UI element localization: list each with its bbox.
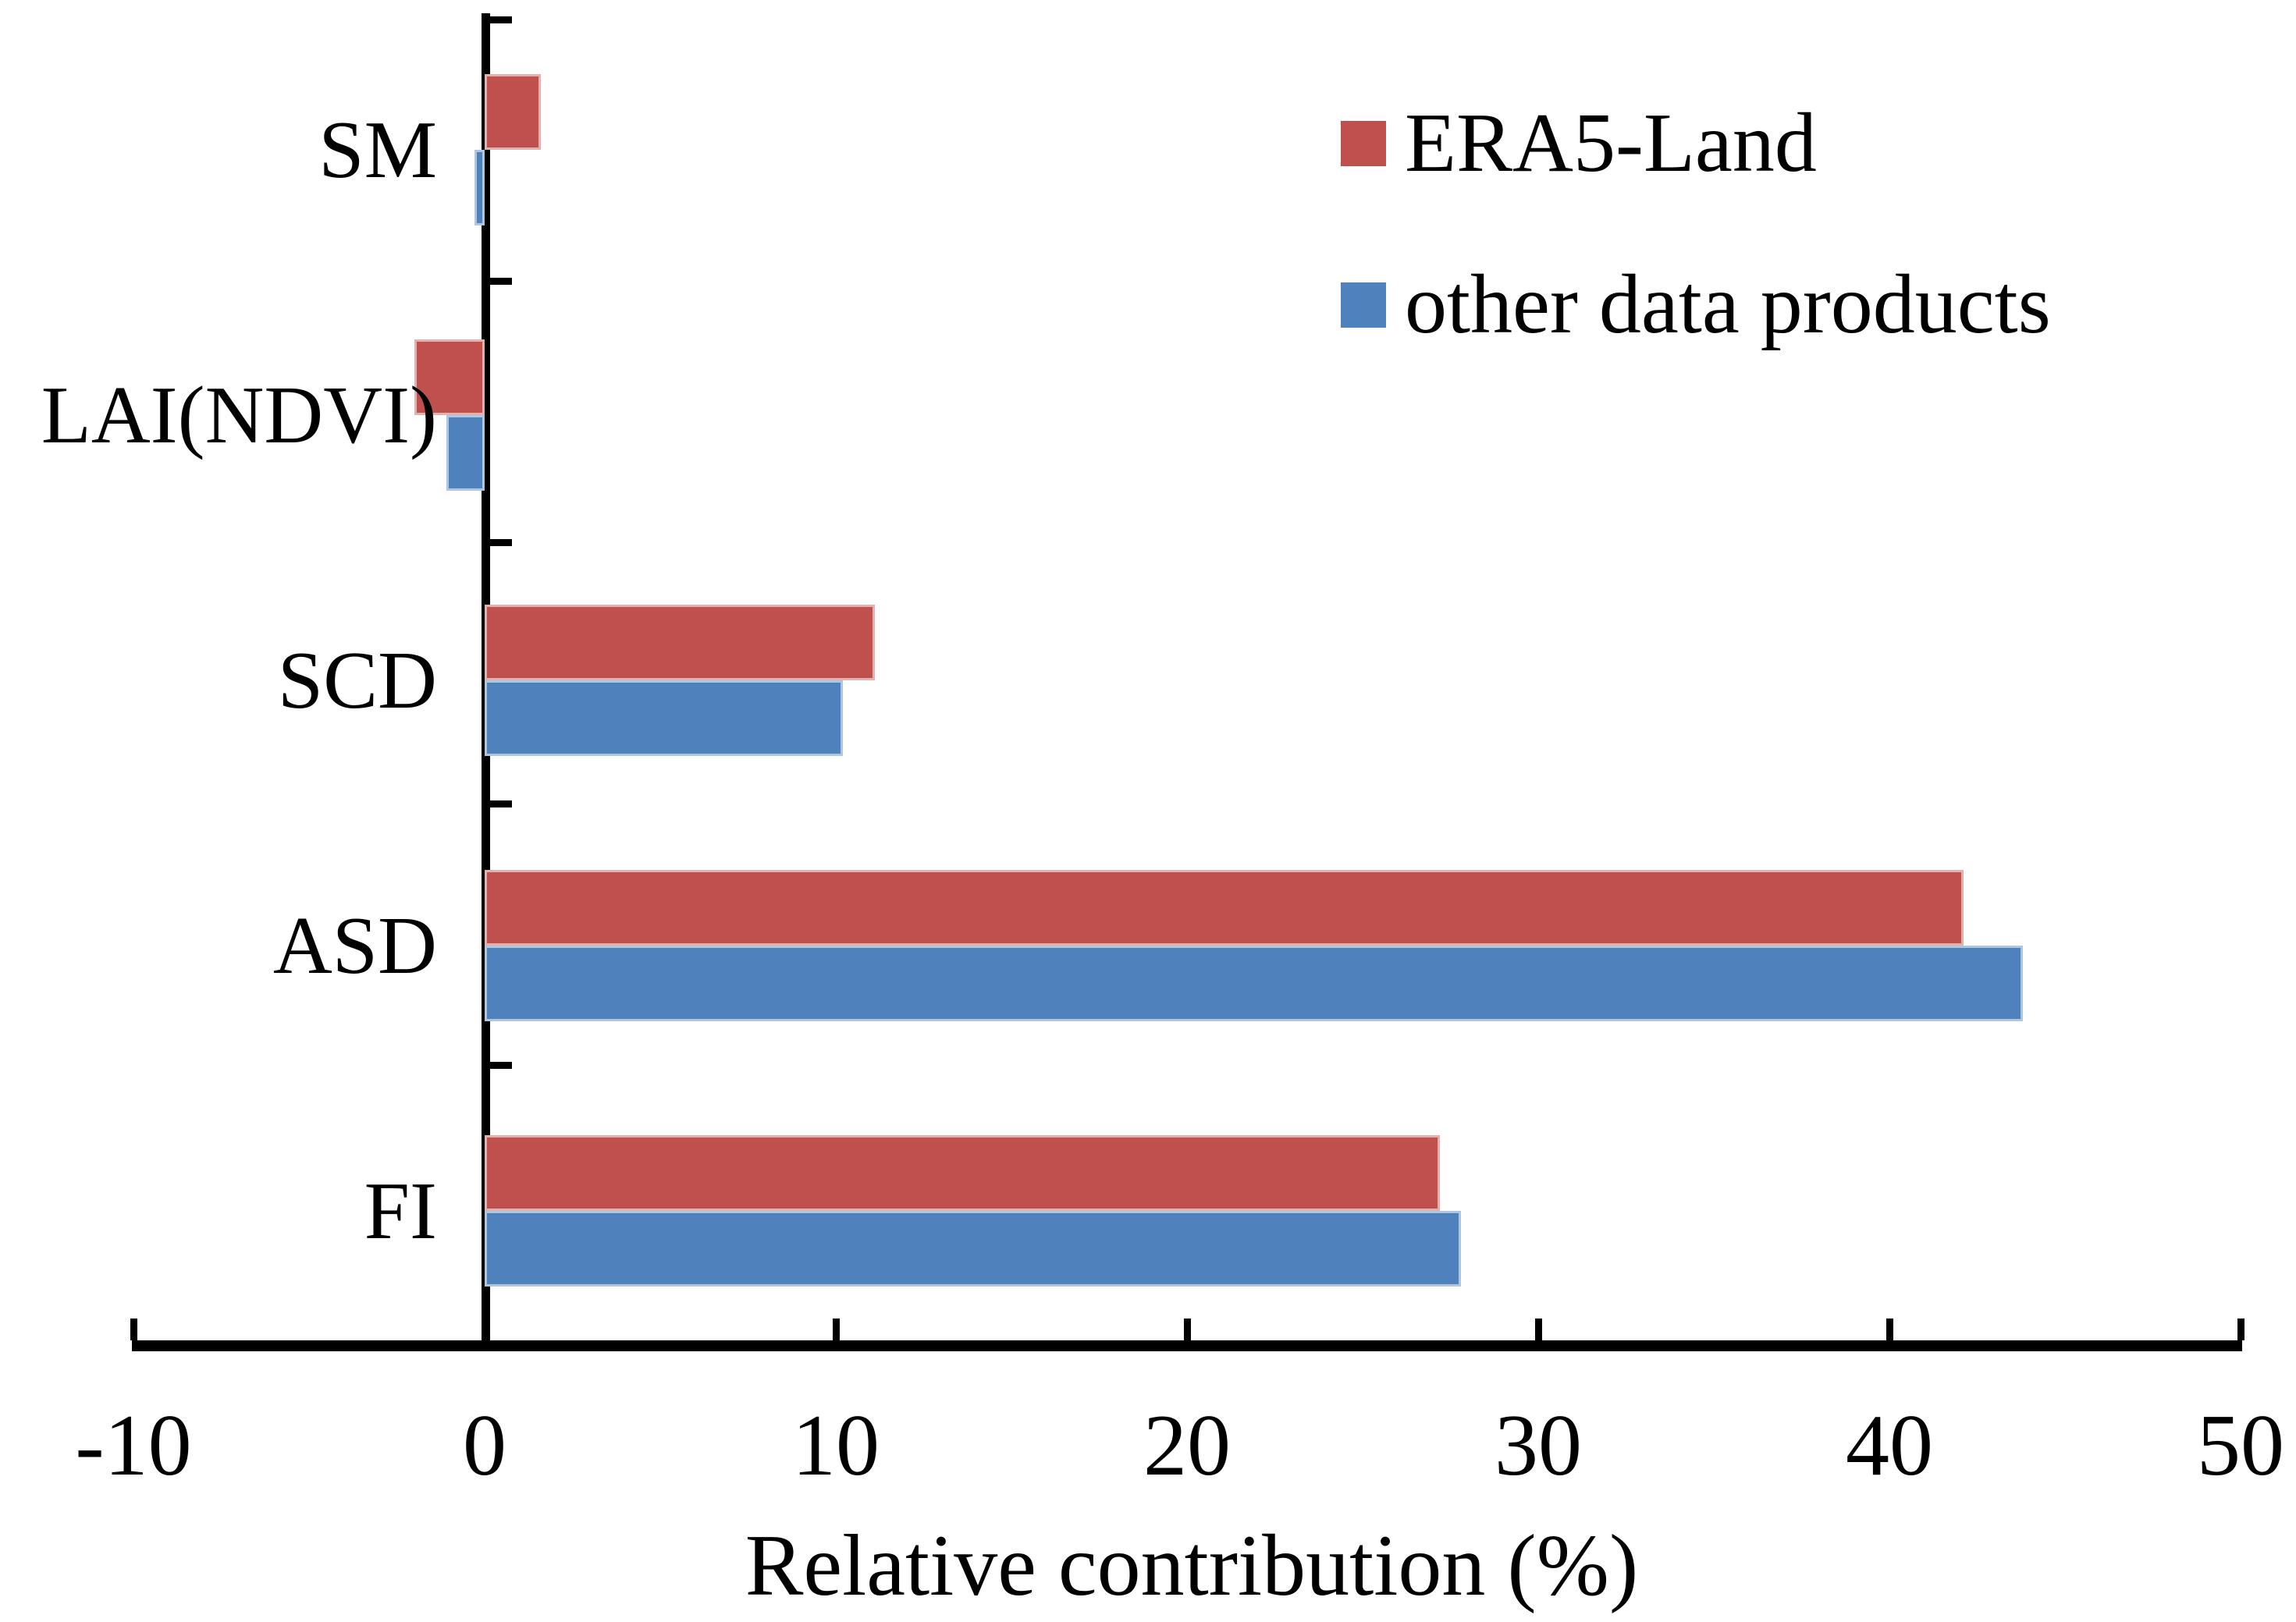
category-label-lai-ndvi: LAI(NDVI) <box>41 369 437 460</box>
y-axis-tick-2 <box>490 539 512 546</box>
x-axis-tick-20 <box>1184 1319 1191 1340</box>
bar-asd-other-data-products <box>485 946 2023 1021</box>
x-axis-tick-10 <box>833 1319 840 1340</box>
x-tick-label-0: 0 <box>463 1397 506 1494</box>
bar-asd-era5-land <box>485 870 1964 946</box>
y-axis-tick-3 <box>490 800 512 807</box>
y-axis-tick-0 <box>490 16 512 23</box>
category-label-fi: FI <box>364 1165 437 1256</box>
x-tick-label-40: 40 <box>1846 1397 1933 1494</box>
x-tick-label--10: -10 <box>75 1397 192 1494</box>
x-axis-tick-30 <box>1535 1319 1542 1340</box>
legend-label-other-data-products: other data products <box>1405 258 2051 351</box>
y-axis-tick-1 <box>490 278 512 285</box>
x-axis-tick-0 <box>482 1319 489 1340</box>
bar-scd-other-data-products <box>485 680 843 756</box>
bar-fi-other-data-products <box>485 1211 1461 1287</box>
bar-lai-ndvi-other-data-products <box>446 415 485 491</box>
legend-swatch-era5-land <box>1341 121 1386 166</box>
bar-lai-ndvi-era5-land <box>414 339 485 415</box>
category-label-sm: SM <box>318 104 437 195</box>
bar-scd-era5-land <box>485 605 875 680</box>
x-tick-label-10: 10 <box>792 1397 880 1494</box>
y-axis-tick-4 <box>490 1062 512 1069</box>
x-axis-title: Relative contribution (%) <box>745 1517 1639 1614</box>
bar-sm-other-data-products <box>474 150 485 225</box>
category-label-asd: ASD <box>272 900 437 991</box>
x-axis-line <box>132 1340 2242 1351</box>
legend-label-era5-land: ERA5-Land <box>1405 97 1817 190</box>
category-label-scd: SCD <box>277 634 437 726</box>
x-tick-label-20: 20 <box>1143 1397 1231 1494</box>
x-axis-tick--10 <box>130 1319 137 1340</box>
x-tick-label-50: 50 <box>2197 1397 2284 1494</box>
x-axis-tick-40 <box>1886 1319 1893 1340</box>
bar-sm-era5-land <box>485 74 541 150</box>
bar-fi-era5-land <box>485 1135 1440 1211</box>
legend-swatch-other-data-products <box>1341 282 1386 328</box>
x-axis-tick-50 <box>2237 1319 2244 1340</box>
x-tick-label-30: 30 <box>1495 1397 1582 1494</box>
